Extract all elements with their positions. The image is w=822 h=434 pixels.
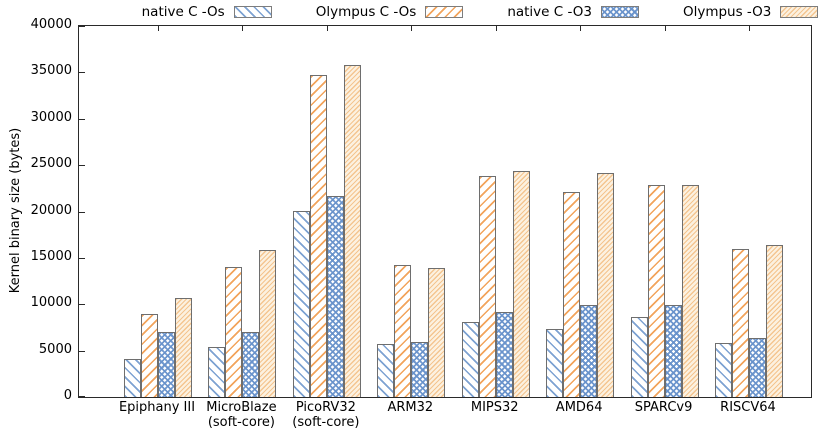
y-tick-label: 0	[63, 388, 72, 403]
x-tick-mark	[749, 26, 750, 31]
bar-native-c--os-epiphany-iii	[124, 359, 141, 397]
x-category-label-line1: MicroBlaze	[206, 400, 277, 415]
x-category-label-line2: (soft-core)	[292, 415, 360, 430]
x-category-label-line1: MIPS32	[470, 400, 519, 415]
x-category-label-line1: Epiphany III	[118, 400, 196, 415]
bar-olympus-c--os-picorv32	[310, 75, 327, 397]
legend-swatch-blue-backslash	[233, 6, 272, 18]
legend-entry-olympus-o3: Olympus -O3	[682, 4, 819, 20]
bar-native-c--os-microblaze	[208, 347, 225, 397]
x-category-label-line1: SPARCv9	[634, 400, 693, 415]
legend-label: Olympus C -Os	[315, 4, 417, 20]
y-tick-mark	[79, 165, 85, 167]
bar-olympus-c--os-sparcv9	[648, 185, 665, 397]
y-tick-mark	[79, 396, 85, 397]
x-category-label: MIPS32	[430, 400, 560, 415]
y-tick-mark	[79, 350, 85, 352]
x-category-label: AMD64	[514, 400, 644, 415]
legend-entry-native-c-os: native C -Os	[142, 4, 272, 20]
x-tick-mark	[496, 26, 497, 31]
bar-olympus--o3-amd64	[597, 173, 614, 397]
x-category-label: RISCV64	[683, 400, 813, 415]
y-tick-label: 35000	[30, 63, 72, 79]
y-tick-mark	[79, 304, 85, 306]
legend-label: Olympus -O3	[682, 4, 772, 20]
bar-native-c--o3-microblaze	[242, 332, 259, 397]
x-category-label-line1: AMD64	[555, 400, 603, 415]
legend-swatch-tan-dots	[780, 6, 819, 18]
y-tick-mark	[79, 257, 85, 259]
bar-olympus-c--os-mips32	[479, 176, 496, 397]
bar-native-c--os-riscv64	[715, 343, 732, 397]
y-tick-label: 20000	[30, 202, 72, 218]
bar-olympus-c--os-arm32	[394, 265, 411, 397]
legend-entry-olympus-c-os: Olympus C -Os	[316, 4, 464, 20]
bar-olympus--o3-microblaze	[259, 250, 276, 397]
bar-olympus--o3-arm32	[428, 268, 445, 397]
y-tick-mark	[79, 26, 85, 27]
x-tick-mark	[665, 26, 666, 31]
bar-olympus--o3-picorv32	[344, 65, 361, 397]
x-category-label: MicroBlaze (soft-core)	[176, 400, 306, 430]
bar-olympus--o3-riscv64	[766, 245, 783, 397]
bar-olympus--o3-epiphany-iii	[175, 298, 192, 397]
plot-area	[78, 25, 812, 398]
y-tick-label: 10000	[30, 295, 72, 311]
legend-swatch-orange-slash	[425, 6, 464, 18]
bar-olympus-c--os-riscv64	[732, 249, 749, 397]
x-category-label-line1: ARM32	[387, 400, 434, 415]
x-tick-mark	[580, 26, 581, 31]
legend-entry-native-c-o3: native C -O3	[507, 4, 639, 20]
bar-native-c--o3-sparcv9	[665, 305, 682, 397]
bar-native-c--o3-arm32	[411, 342, 428, 397]
x-category-label-line1: PicoRV32	[295, 400, 356, 415]
chart-legend: native C -Os Olympus C -Os native C -O3 …	[78, 3, 819, 21]
y-axis-title: Kernel binary size (bytes)	[8, 127, 23, 294]
bar-olympus--o3-mips32	[513, 171, 530, 397]
x-tick-mark	[242, 26, 243, 31]
y-tick-mark	[79, 72, 85, 74]
y-tick-label: 40000	[30, 17, 72, 32]
bar-native-c--os-mips32	[462, 322, 479, 397]
x-tick-mark	[327, 26, 328, 31]
x-tick-mark	[411, 26, 412, 31]
legend-swatch-blue-crosshatch	[600, 6, 639, 18]
legend-label: native C -Os	[141, 4, 225, 20]
y-tick-label: 30000	[30, 109, 72, 125]
x-category-label-line1: RISCV64	[720, 400, 776, 415]
bar-native-c--o3-riscv64	[749, 338, 766, 397]
bar-native-c--os-sparcv9	[631, 317, 648, 397]
legend-label: native C -O3	[507, 4, 592, 20]
bar-native-c--o3-amd64	[580, 305, 597, 397]
x-category-label: SPARCv9	[599, 400, 729, 415]
bar-native-c--o3-epiphany-iii	[158, 332, 175, 397]
x-category-label: Epiphany III	[92, 400, 222, 415]
bar-native-c--os-picorv32	[293, 211, 310, 397]
y-tick-mark	[79, 211, 85, 213]
bar-native-c--o3-picorv32	[327, 196, 344, 397]
y-tick-mark	[79, 118, 85, 120]
bar-native-c--os-arm32	[377, 344, 394, 397]
x-category-label: ARM32	[345, 400, 475, 415]
x-tick-mark	[158, 26, 159, 31]
x-category-label-line2: (soft-core)	[207, 415, 275, 430]
bar-olympus--o3-sparcv9	[682, 185, 699, 397]
bar-olympus-c--os-microblaze	[225, 267, 242, 397]
bar-native-c--os-amd64	[546, 329, 563, 397]
bar-olympus-c--os-epiphany-iii	[141, 314, 158, 397]
y-tick-label: 15000	[30, 248, 72, 264]
y-tick-label: 5000	[38, 341, 72, 357]
bar-olympus-c--os-amd64	[563, 192, 580, 397]
x-category-label: PicoRV32 (soft-core)	[261, 400, 391, 430]
y-tick-label: 25000	[30, 156, 72, 172]
bar-native-c--o3-mips32	[496, 312, 513, 397]
